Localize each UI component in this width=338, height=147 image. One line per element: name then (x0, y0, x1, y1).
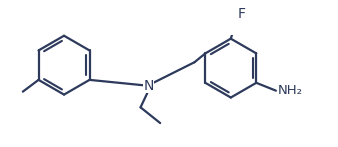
Text: N: N (143, 79, 153, 93)
Text: NH₂: NH₂ (278, 84, 303, 97)
Text: F: F (238, 7, 246, 21)
